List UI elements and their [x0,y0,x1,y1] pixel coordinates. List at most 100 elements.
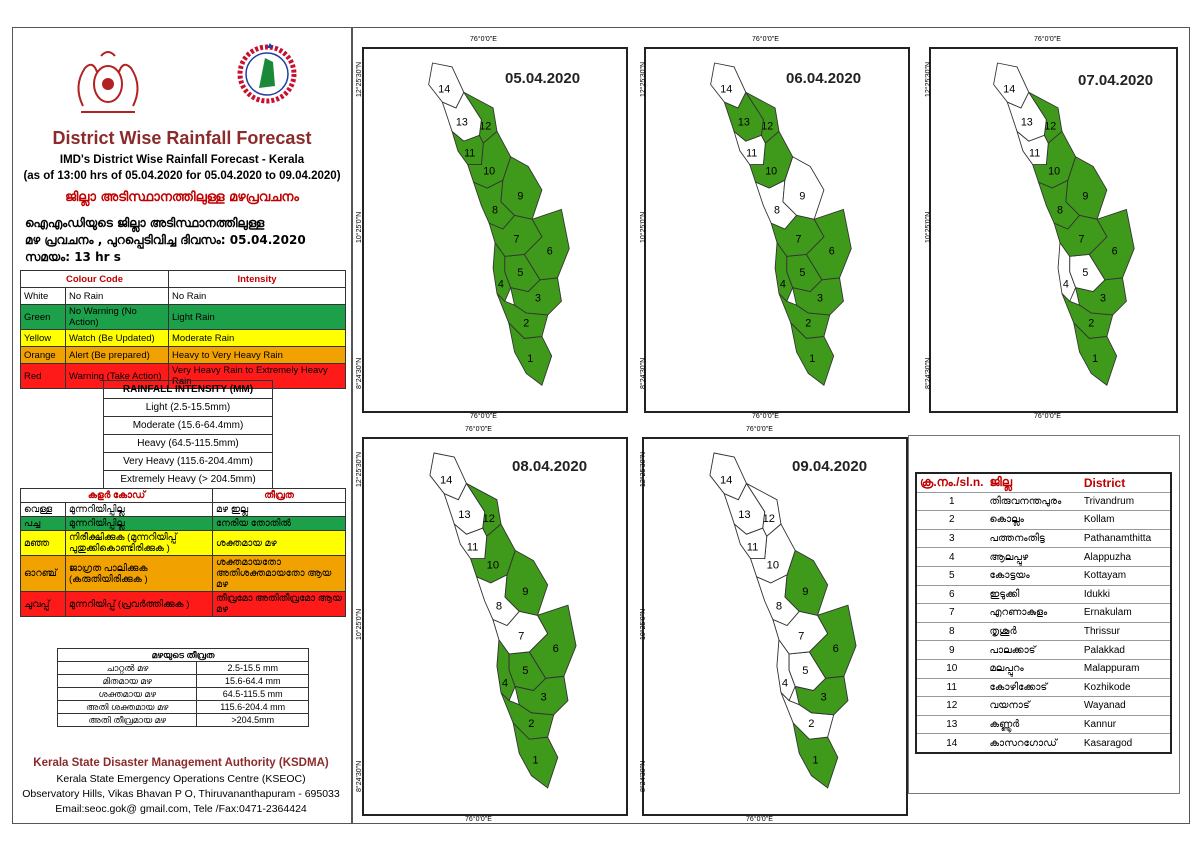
district-number-label: 10 [483,165,495,177]
ml-colour-name: പച്ച [20,516,66,531]
district-shape-9 [784,549,829,616]
district-number: 3 [916,529,987,549]
district-row: 6 ഇടുക്കി Idukki [916,585,1171,605]
footer-line-2: Observatory Hills, Vikas Bhavan P O, Thi… [22,788,340,800]
intensity-header: Intensity [168,270,346,288]
district-number: 14 [916,733,987,754]
district-number-label: 4 [498,279,504,291]
latitude-label: 10°25'0"N [640,608,647,640]
district-sl-header: ക്ര.നം./sl.n. [916,473,987,493]
district-shape-14 [428,62,465,109]
district-number-label: 5 [802,665,808,677]
district-row: 1 തിരുവനന്തപുരം Trivandrum [916,492,1171,512]
longitude-label: 76°0'0"E [470,36,497,43]
map-date-label: 09.04.2020 [792,458,868,475]
district-number-label: 1 [527,353,533,365]
longitude-label: 76°0'0"E [752,36,779,43]
district-name-en: Kottayam [1080,566,1171,586]
ml-intensity-header: തീവ്രത [212,488,346,503]
district-number-label: 13 [738,509,750,521]
footer-line-3: Email:seoc.gok@ gmail.com, Tele /Fax:047… [55,803,307,815]
latitude-label: 10°25'0"N [640,211,647,243]
colour-row: Orange Alert (Be prepared) Heavy to Very H… [20,346,346,364]
ml-intensity-range: 115.6-204.4 mm [196,700,309,714]
district-number-label: 3 [820,692,826,704]
district-number-label: 10 [767,560,779,572]
district-name-ml: പാലക്കാട് [986,640,1081,660]
district-number-label: 6 [547,245,553,257]
ml-colour-row: പച്ച മുന്നറിയിപ്പില്ല നേരിയ തോതിൽ [20,516,346,531]
district-number: 10 [916,659,987,679]
district-number-label: 7 [798,631,804,643]
ml-colour-name: ചുവപ്പ് [20,591,66,617]
longitude-label: 76°0'0"E [1034,36,1061,43]
longitude-label-bottom: 76°0'0"E [752,413,779,420]
district-number-label: 8 [1057,204,1063,216]
ml-intensity-row: ചാറ്റൽ മഴ 2.5-15.5 mm [56,661,309,675]
district-number-label: 1 [1092,353,1098,365]
ml-rainfall-intensity-header: മഴയുടെ തീവ്രത [57,648,309,662]
colour-row: Green No Warning (No Action) Light Rain [20,304,346,330]
district-name-en: Kannur [1080,715,1171,735]
district-number-label: 2 [808,718,814,730]
district-name-ml: വയനാട് [986,696,1081,716]
district-number-label: 13 [456,116,468,128]
ml-intensity-row: ശക്തമായ മഴ 64.5-115.5 mm [56,687,309,701]
district-number-label: 4 [502,677,508,689]
district-number: 4 [916,547,987,567]
district-number-label: 7 [796,234,802,246]
district-table: ക്ര.നം./sl.n. ജില്ല District 1 തിരുവനന്തപ… [915,472,1172,754]
map-date-label: 08.04.2020 [512,458,588,475]
ml-colour-row: ചുവപ്പ് മുന്നറിയിപ്പ് (പ്രവർത്തിക്കുക ) തീ… [20,591,346,617]
ksdma-logo [237,43,297,104]
district-row: 3 പത്തനംതിട്ട Pathanamthitta [916,529,1171,549]
ml-intensity-range: 15.6-64.4 mm [196,674,309,688]
latitude-label: 10°25'0"N [356,608,363,640]
colour-name: Green [20,304,66,330]
district-name-en: Ernakulam [1080,603,1171,623]
latitude-label: 8°24'30"N [356,760,363,792]
colour-code-header: Colour Code [19,270,170,288]
district-number-label: 8 [492,204,498,216]
district-number-label: 4 [780,279,786,291]
ml-intensity-row: മിതമായ മഴ 15.6-64.4 mm [56,674,309,688]
district-row: 5 കോട്ടയം Kottayam [916,566,1171,586]
longitude-label: 76°0'0"E [746,426,773,433]
district-number-label: 13 [458,509,470,521]
district-name-en: Malappuram [1080,659,1171,679]
district-number-label: 9 [799,191,805,203]
district-name-en: Kozhikode [1080,678,1171,698]
ml-colour-code: മുന്നറിയിപ്പില്ല [65,516,213,531]
district-row: 7 എറണാകുളം Ernakulam [916,603,1171,623]
rainfall-intensity-table: RAINFALL INTENSITY (MM) Light (2.5-15.5m… [103,380,273,489]
colour-name: Orange [20,346,66,364]
district-number: 6 [916,585,987,605]
district-number-label: 3 [535,292,541,304]
forecast-map: 1 2 3 4 5 6 7 8 9 10 11 12 13 14 [642,437,908,816]
district-number-label: 6 [553,643,559,655]
latitude-label: 8°24'30"N [640,357,647,389]
district-number-label: 1 [812,755,818,767]
district-row: 2 കൊല്ലം Kollam [916,510,1171,530]
district-shape-14 [710,62,747,109]
district-row: 13 കണ്ണൂർ Kannur [916,715,1171,735]
ml-colour-intensity: നേരിയ തോതിൽ [212,516,346,531]
district-name-en: Wayanad [1080,696,1171,716]
district-number-label: 1 [809,353,815,365]
longitude-label-bottom: 76°0'0"E [470,413,497,420]
district-number-label: 10 [487,560,499,572]
latitude-label: 8°24'30"N [356,357,363,389]
district-shape-14 [993,62,1030,109]
district-number-label: 8 [774,204,780,216]
district-number-label: 8 [776,600,782,612]
ml-colour-intensity: തീവ്രമോ അതിതീവ്രമോ ആയ മഴ [212,591,346,617]
latitude-label: 12°25'30"N [640,61,647,97]
ml-intensity-label: അതി ശക്തമായ മഴ [56,700,198,714]
district-number: 5 [916,566,987,586]
district-number-label: 14 [440,474,452,486]
district-name-en: Alappuzha [1080,547,1171,567]
district-en-header: District [1080,473,1171,493]
colour-code: No Warning (No Action) [64,304,170,330]
district-number-label: 5 [522,665,528,677]
